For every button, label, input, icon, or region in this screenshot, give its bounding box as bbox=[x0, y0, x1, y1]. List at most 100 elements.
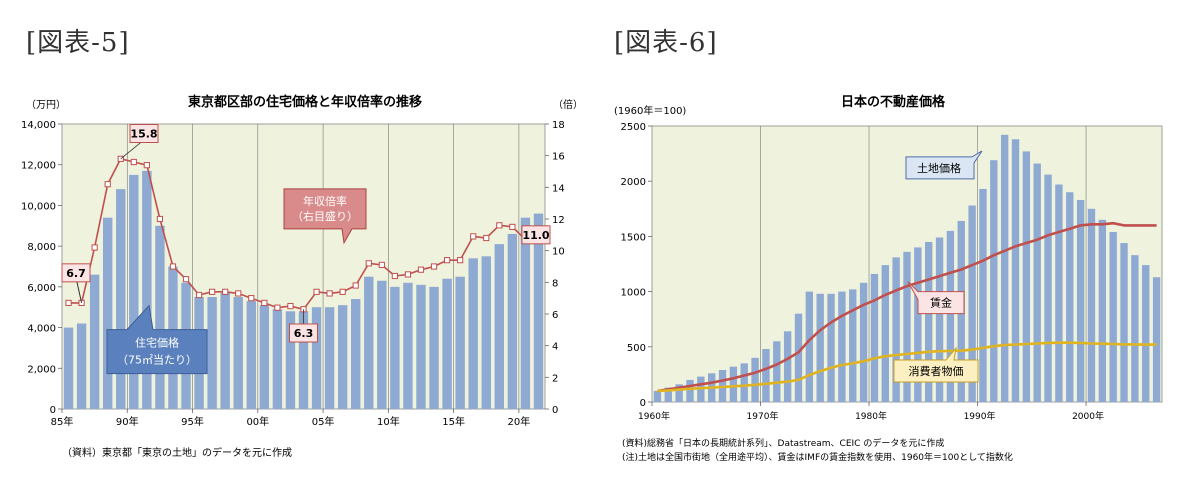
x-tick-label: 85年 bbox=[51, 415, 74, 428]
bar-housing-price bbox=[63, 327, 74, 409]
x-tick-label: 1970年 bbox=[747, 410, 779, 422]
y2-tick-label: 4 bbox=[552, 342, 558, 353]
bar-housing-price bbox=[102, 217, 113, 409]
bar-land-price bbox=[1044, 174, 1052, 402]
y-tick-label: 6,000 bbox=[27, 283, 56, 294]
marker-income-ratio bbox=[65, 299, 72, 307]
y-tick-label: 10,000 bbox=[22, 201, 56, 212]
marker-income-ratio bbox=[457, 257, 464, 264]
callout-cpi-label: 消費者物価 bbox=[909, 364, 964, 378]
chart-japan-realestate: 日本の不動産価格 (1960年＝100) 0 500 1000 1500 2000 250… bbox=[614, 94, 1163, 463]
marker-income-ratio bbox=[91, 244, 98, 251]
bar-land-price bbox=[903, 251, 911, 402]
marker-income-ratio bbox=[287, 302, 294, 310]
bar-land-price bbox=[935, 237, 944, 402]
marker-income-ratio bbox=[417, 266, 425, 273]
y-tick-label: 0 bbox=[50, 405, 56, 416]
y2-tick-label: 6 bbox=[552, 310, 558, 321]
bar-land-price bbox=[783, 331, 792, 402]
chart-panel-tokyo-housing: 東京都区部の住宅価格と年収倍率の推移 （万円） （倍） 0 2,000 4,000 6… bbox=[21, 84, 588, 476]
bar-land-price bbox=[1022, 151, 1031, 402]
label-low-value-box bbox=[289, 323, 318, 343]
bar-land-price bbox=[849, 289, 857, 402]
marker-income-ratio bbox=[391, 272, 398, 280]
bar-land-price bbox=[686, 379, 694, 402]
marker-income-ratio bbox=[378, 261, 385, 269]
marker-income-ratio bbox=[274, 304, 281, 311]
bar-land-price bbox=[805, 291, 814, 402]
left-axis-unit: (1960年＝100) bbox=[614, 104, 686, 117]
y-tick-label: 2000 bbox=[621, 177, 646, 188]
bar-land-price bbox=[914, 247, 922, 402]
bar-housing-price bbox=[89, 274, 100, 409]
bar-housing-price bbox=[468, 258, 478, 409]
bar-land-price bbox=[1066, 192, 1074, 402]
y-tick-label: 2,000 bbox=[27, 364, 56, 375]
marker-income-ratio bbox=[104, 181, 111, 188]
x-tick-label: 10年 bbox=[377, 415, 400, 428]
marker-income-ratio bbox=[182, 276, 190, 283]
bar-housing-price bbox=[259, 305, 270, 409]
bar-housing-price bbox=[533, 213, 544, 409]
bar-housing-price bbox=[155, 225, 165, 409]
y-tick-label: 1000 bbox=[621, 288, 646, 299]
bar-land-price bbox=[870, 273, 879, 402]
figure-6-label: [図表-6] bbox=[614, 28, 718, 58]
bar-housing-price bbox=[520, 217, 531, 409]
callout-price-box bbox=[106, 304, 208, 375]
callout-price-sublabel: （75㎡当たり） bbox=[117, 353, 197, 367]
line-wage bbox=[657, 221, 1157, 393]
label-peak-value: 15.8 bbox=[130, 128, 157, 141]
source-note-line2: (注)土地は全国市街地（全用途平均）、賃金はIMFの賃金指数を使用、1960年＝… bbox=[622, 451, 1013, 463]
bar-housing-price bbox=[298, 311, 309, 409]
callout-cpi-box bbox=[893, 346, 979, 383]
label-start-value: 6.7 bbox=[66, 267, 86, 280]
y2-tick-label: 18 bbox=[552, 120, 565, 131]
x-tick-label: 2000年 bbox=[1072, 410, 1104, 422]
bar-land-price bbox=[1055, 184, 1063, 402]
callout-ratio-box bbox=[283, 188, 367, 245]
marker-income-ratio bbox=[352, 282, 359, 289]
marker-income-ratio bbox=[143, 162, 150, 169]
marker-income-ratio bbox=[470, 233, 477, 240]
y-tick-label: 14,000 bbox=[22, 120, 56, 131]
marker-income-ratio bbox=[326, 290, 333, 297]
bar-land-price bbox=[653, 390, 662, 402]
bar-housing-price bbox=[220, 292, 230, 409]
source-note: （資料）東京都「東京の土地」のデータを元に作成 bbox=[62, 446, 292, 459]
callout-wage-label: 賃金 bbox=[930, 296, 952, 310]
bar-housing-price bbox=[246, 301, 256, 409]
marker-income-ratio bbox=[156, 215, 164, 223]
marker-income-ratio bbox=[195, 291, 203, 299]
y2-tick-label: 12 bbox=[552, 215, 565, 226]
bar-land-price bbox=[751, 357, 759, 402]
x-tick-label: 15年 bbox=[442, 415, 465, 428]
bar-housing-price bbox=[233, 297, 243, 409]
chart-title: 日本の不動産価格 bbox=[841, 94, 946, 110]
x-tick-label: 20年 bbox=[508, 415, 531, 428]
label-end-value-box bbox=[521, 225, 551, 245]
bar-housing-price bbox=[324, 307, 335, 409]
bar-land-price bbox=[664, 387, 672, 402]
y-tick-label: 4,000 bbox=[27, 324, 56, 335]
callout-land-label: 土地価格 bbox=[917, 161, 961, 175]
bar-housing-price bbox=[390, 286, 400, 409]
marker-income-ratio bbox=[483, 234, 490, 242]
bar-housing-price bbox=[142, 170, 152, 409]
y2-tick-label: 8 bbox=[552, 278, 558, 289]
bar-housing-price bbox=[272, 309, 283, 409]
y2-tick-label: 2 bbox=[552, 373, 558, 384]
bar-land-price bbox=[892, 257, 900, 402]
y2-tick-label: 10 bbox=[552, 247, 565, 258]
marker-income-ratio bbox=[248, 295, 255, 302]
bar-land-price bbox=[881, 265, 889, 402]
bar-land-price bbox=[925, 241, 933, 402]
y-tick-label: 8,000 bbox=[27, 242, 56, 253]
bar-housing-price bbox=[364, 276, 374, 409]
bar-land-price bbox=[827, 293, 835, 402]
bar-housing-price bbox=[285, 311, 296, 409]
x-tick-label: 95年 bbox=[181, 415, 204, 428]
marker-income-ratio bbox=[430, 263, 438, 270]
bar-housing-price bbox=[207, 297, 217, 409]
left-axis-unit: （万円） bbox=[26, 99, 66, 111]
